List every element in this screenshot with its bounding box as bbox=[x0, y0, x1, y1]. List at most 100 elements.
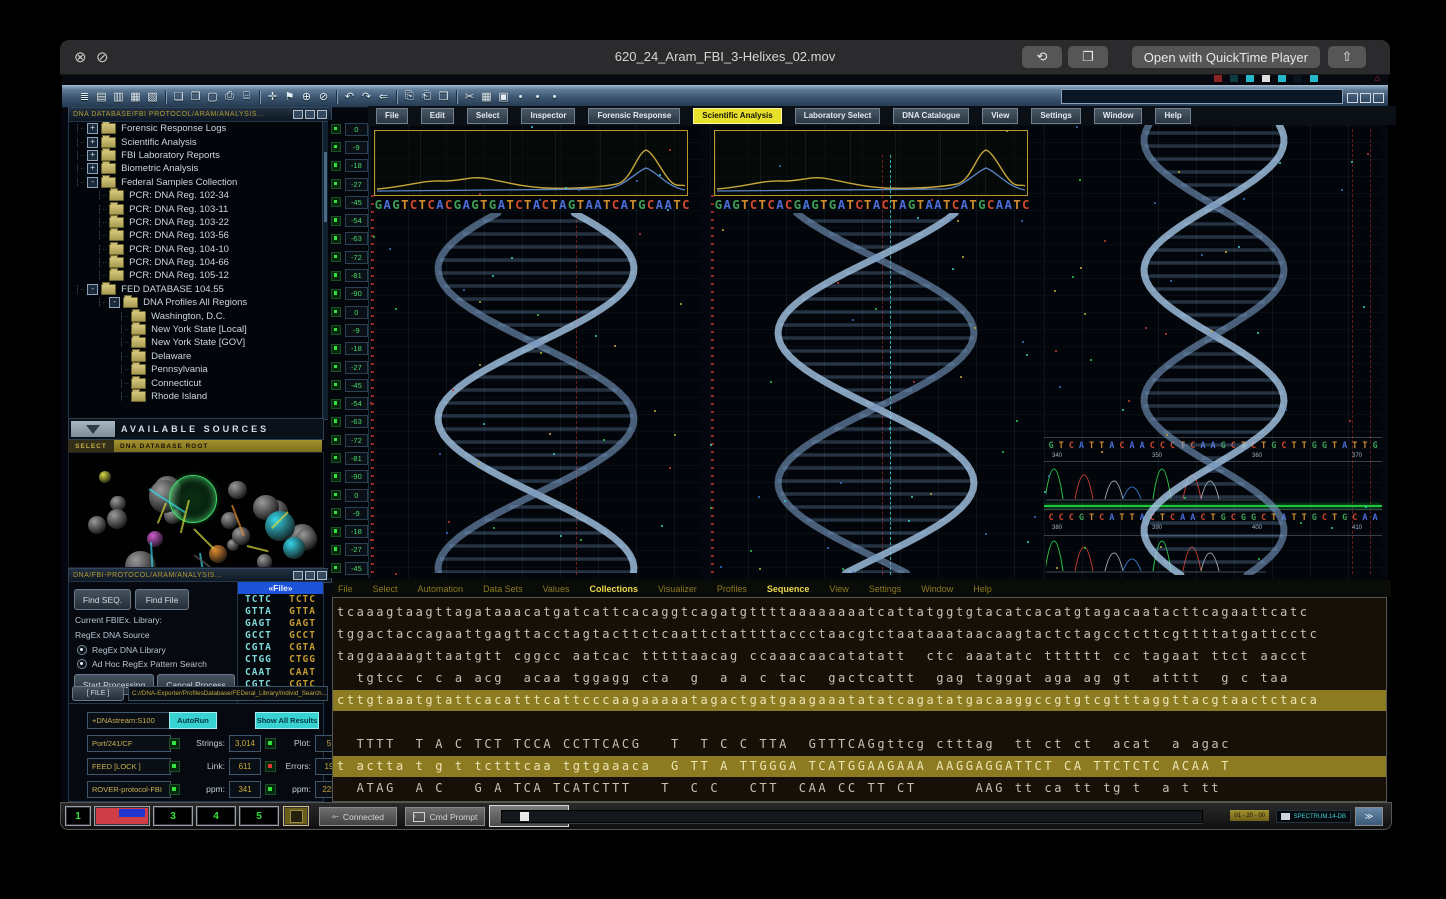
tree-item[interactable]: ┆·· Pennsylvania bbox=[69, 362, 323, 376]
tree-item[interactable]: ┆·· New York State [GOV] bbox=[69, 335, 323, 349]
radio-icon[interactable] bbox=[77, 659, 87, 669]
mini-window-square[interactable] bbox=[1262, 75, 1270, 82]
doc-grid-icon[interactable]: ▦ bbox=[130, 91, 141, 103]
tree-toggle[interactable]: + bbox=[87, 149, 99, 161]
redo-icon[interactable]: ↷ bbox=[361, 91, 372, 103]
menu2-item-sequence[interactable]: Sequence bbox=[766, 583, 810, 594]
tree-item[interactable]: ┆·· PCR: DNA Reg. 103-11 bbox=[69, 201, 323, 215]
collapse-button[interactable] bbox=[71, 421, 115, 437]
find-file-button[interactable]: Find File bbox=[135, 589, 189, 610]
show-all-results-button[interactable]: Show All Results bbox=[255, 712, 319, 729]
print-icon[interactable]: ⎙ bbox=[225, 90, 234, 102]
list-icon[interactable]: ≣ bbox=[79, 91, 90, 103]
tree-item[interactable]: ┆·· PCR: DNA Reg. 103-56 bbox=[69, 228, 323, 242]
tree-item[interactable]: ┆·· - Federal Samples Collection bbox=[69, 174, 323, 189]
menu2-item-select[interactable]: Select bbox=[372, 583, 398, 594]
sequence-row[interactable]: tcaaagtaagttagataaacatgatcattcacaggtcaga… bbox=[337, 605, 1310, 619]
cut-icon[interactable]: ✂ bbox=[464, 91, 475, 103]
minimize-icon[interactable] bbox=[1347, 93, 1358, 103]
close-icon[interactable] bbox=[317, 571, 327, 580]
close-icon[interactable] bbox=[317, 110, 327, 119]
minimize-icon[interactable] bbox=[293, 110, 303, 119]
open-with-quicktime-button[interactable]: Open with QuickTime Player bbox=[1131, 46, 1320, 68]
menu2-item-window[interactable]: Window bbox=[921, 583, 954, 594]
menu2-item-settings[interactable]: Settings bbox=[868, 583, 902, 594]
sequence-row[interactable]: tggactaccagaattgagttacctagtacttctcaattct… bbox=[337, 627, 1320, 641]
maximize-icon[interactable] bbox=[1360, 93, 1371, 103]
tree-item[interactable]: ┆·· New York State [Local] bbox=[69, 322, 323, 336]
sequence-row-highlighted[interactable]: t actta t g t tctttcaa tgtgaaaca G TT A … bbox=[333, 756, 1386, 777]
menu-item-help[interactable]: Help bbox=[1155, 107, 1191, 124]
file-header[interactable]: «File» bbox=[238, 582, 323, 594]
tree-item[interactable]: ┆·· PCR: DNA Reg. 105-12 bbox=[69, 268, 323, 282]
disk-slot-button[interactable] bbox=[283, 806, 309, 826]
tree-panel-header[interactable]: DNA DATABASE/FBI PROTOCOL/ARAM/ANALYSIS.… bbox=[68, 107, 332, 122]
tree-item[interactable]: ┆·· + Scientific Analysis bbox=[69, 134, 323, 148]
sequence-row[interactable]: tgtcc c c a acg acaa tggagg cta g a a c … bbox=[337, 671, 1290, 685]
menu-item-select[interactable]: Select bbox=[466, 107, 509, 124]
back-icon[interactable]: ⇐ bbox=[378, 91, 389, 103]
autorun-button[interactable]: AutoRun bbox=[169, 712, 217, 729]
menu-item-window[interactable]: Window bbox=[1093, 107, 1143, 124]
maximize-icon[interactable] bbox=[305, 110, 315, 119]
sequence-row-highlighted[interactable]: cttgtaaatgtattcacatttcattcccaagaaaaataga… bbox=[333, 690, 1386, 711]
dot3-icon[interactable]: • bbox=[552, 90, 557, 103]
dot2-icon[interactable]: • bbox=[535, 90, 540, 103]
new-doc-icon[interactable]: ❏ bbox=[173, 91, 184, 103]
doc-notes-icon[interactable]: ▧ bbox=[147, 91, 158, 103]
slider-thumb[interactable] bbox=[520, 812, 529, 821]
prohibit-icon[interactable]: ⊘ bbox=[96, 49, 109, 66]
mini-window-square[interactable] bbox=[1294, 75, 1302, 82]
flag-button[interactable] bbox=[94, 806, 150, 826]
select-button[interactable]: SELECT bbox=[68, 440, 114, 452]
menu2-item-values[interactable]: Values bbox=[542, 583, 570, 594]
menu-item-view[interactable]: View bbox=[982, 107, 1019, 124]
metric-field[interactable]: Port/241/CF bbox=[87, 735, 171, 752]
duplicate-icon[interactable]: ❒ bbox=[438, 91, 449, 103]
tree-item[interactable]: ┆·· + FBI Laboratory Reports bbox=[69, 147, 323, 162]
add-icon[interactable]: ✛ bbox=[267, 91, 278, 103]
tree-item[interactable]: ┆·· Washington, D.C. bbox=[69, 308, 323, 322]
menu-item-scientific-analysis[interactable]: Scientific Analysis bbox=[693, 107, 782, 124]
radio-row-1[interactable]: RegEx DNA Library bbox=[77, 645, 166, 655]
sequence-row[interactable]: TTTT T A C TCT TCCA CCTTCACG T T C C TTA… bbox=[337, 737, 1232, 751]
tree-toggle[interactable]: + bbox=[87, 136, 99, 148]
tree-item[interactable]: ┆·· + Forensic Response Logs bbox=[69, 122, 323, 135]
home-icon[interactable]: ⌂ bbox=[1374, 73, 1380, 83]
menu-item-settings[interactable]: Settings bbox=[1031, 107, 1081, 124]
menu-item-inspector[interactable]: Inspector bbox=[521, 107, 576, 124]
tree-item[interactable]: ┆·· + Biometric Analysis bbox=[69, 161, 323, 175]
dot1-icon[interactable]: • bbox=[518, 90, 523, 103]
panel-icon[interactable]: ▣ bbox=[498, 91, 509, 103]
slot-5-button[interactable]: 5 bbox=[239, 806, 279, 826]
paste-icon[interactable]: ⎗ bbox=[422, 90, 431, 102]
selected-source[interactable]: DNA DATABASE ROOT bbox=[114, 440, 322, 452]
tree-toggle[interactable]: + bbox=[87, 123, 99, 135]
tree-item[interactable]: ┆·· PCR: DNA Reg. 104-66 bbox=[69, 255, 323, 269]
radio-icon[interactable] bbox=[77, 645, 87, 655]
tag-icon[interactable]: ⚑ bbox=[284, 91, 295, 103]
copy-doc-icon[interactable]: ❐ bbox=[190, 91, 201, 103]
metric-field[interactable]: FEED [LOCK ] bbox=[87, 758, 171, 775]
share-button[interactable]: ⇧ bbox=[1328, 46, 1366, 68]
advance-button[interactable]: ≫ bbox=[1355, 807, 1383, 826]
menu-item-forensic-response[interactable]: Forensic Response bbox=[588, 107, 681, 124]
menu-item-edit[interactable]: Edit bbox=[420, 107, 454, 124]
cmd-prompt-button[interactable]: › Cmd Prompt bbox=[405, 807, 485, 826]
preview-icon[interactable]: ⌸ bbox=[243, 90, 250, 102]
file-path-field[interactable]: C://DNA-Exporter/ProfilesDatabase/FEDera… bbox=[128, 686, 328, 701]
rotate-button[interactable]: ⟲ bbox=[1022, 46, 1062, 68]
menu2-item-automation[interactable]: Automation bbox=[417, 583, 464, 594]
save-icon[interactable]: ▢ bbox=[207, 91, 218, 103]
markup-button[interactable]: ❐ bbox=[1068, 46, 1108, 68]
metric-field[interactable]: ROVER-protocol-FBI bbox=[87, 781, 171, 798]
connected-button[interactable]: ⟜ Connected bbox=[319, 807, 397, 826]
menu-item-dna-catalogue[interactable]: DNA Catalogue bbox=[893, 107, 970, 124]
slot-1-button[interactable]: 1 bbox=[65, 806, 91, 826]
menu2-item-view[interactable]: View bbox=[829, 583, 849, 594]
tree-item[interactable]: ┆·· - DNA Profiles All Regions bbox=[69, 295, 323, 309]
undo-icon[interactable]: ↶ bbox=[344, 91, 355, 103]
radio-row-2[interactable]: Ad Hoc RegEx Pattern Search bbox=[77, 659, 207, 669]
tree-item[interactable]: ┆·· - FED DATABASE 104.55 bbox=[69, 281, 323, 296]
menu2-item-help[interactable]: Help bbox=[973, 583, 992, 594]
